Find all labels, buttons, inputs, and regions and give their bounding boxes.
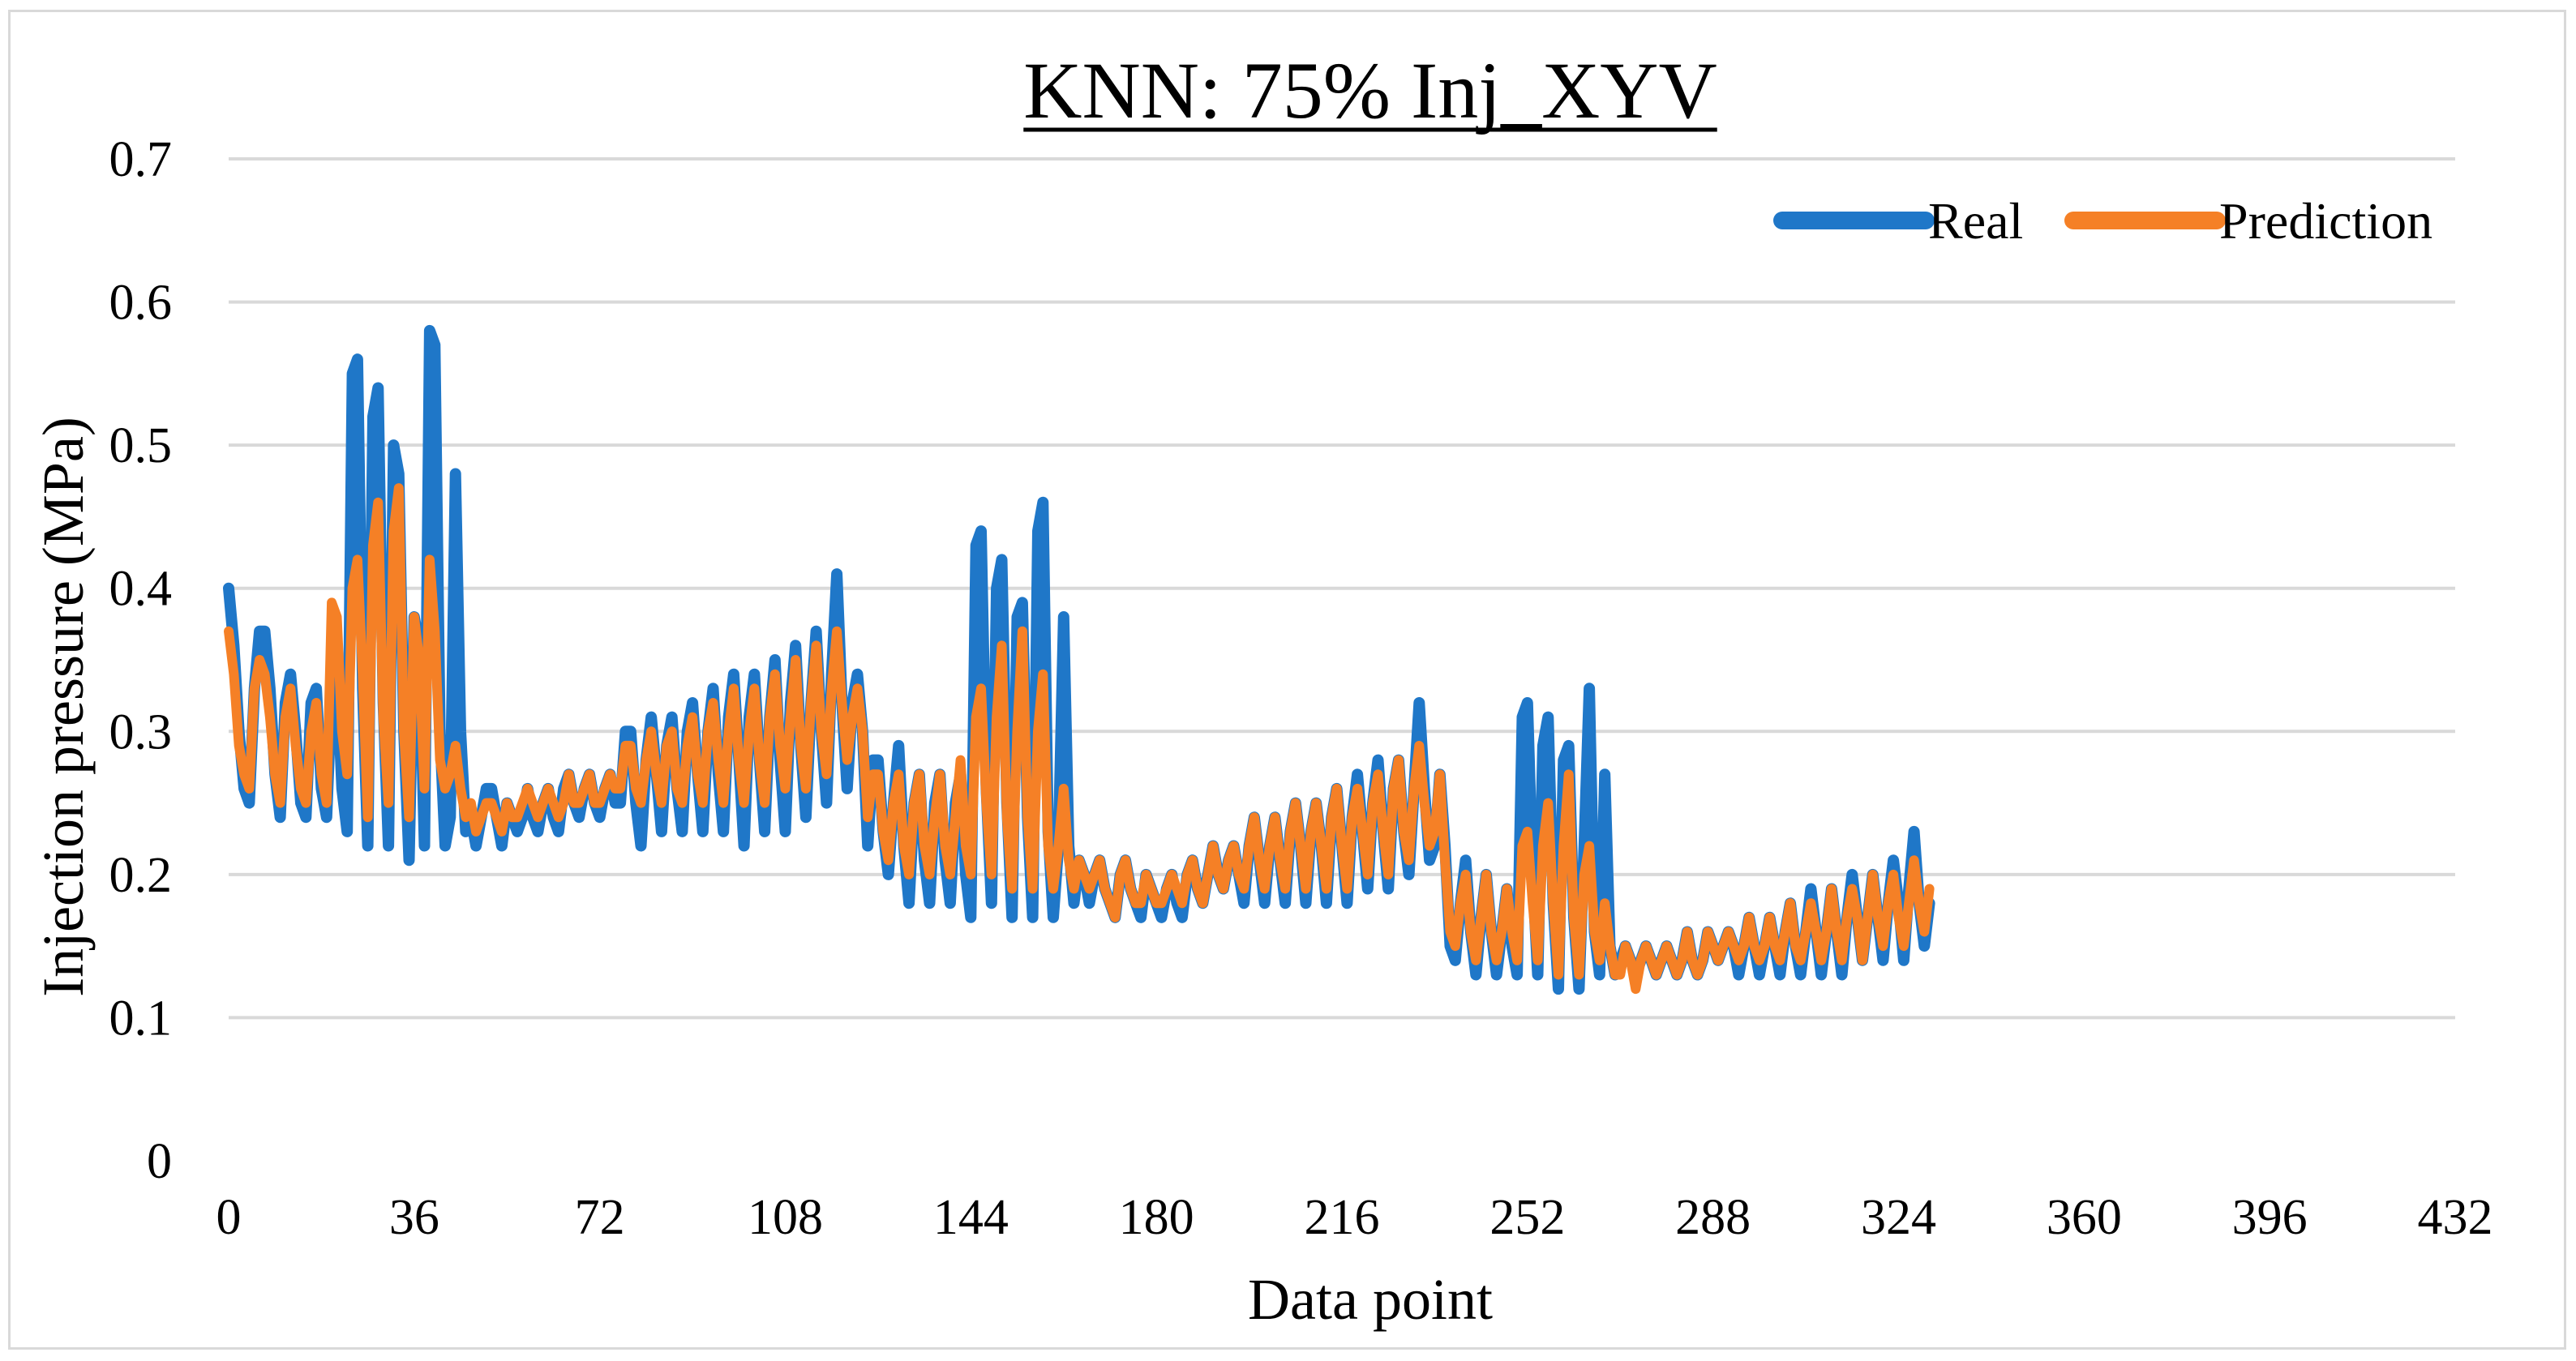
x-tick-label: 180 — [1119, 1190, 1194, 1245]
x-tick-label: 360 — [2047, 1190, 2122, 1245]
x-tick-label: 288 — [1675, 1190, 1751, 1245]
y-axis-ticks: 0 0.1 0.2 0.3 0.4 0.5 0.6 0.7 — [109, 132, 173, 1189]
series-group — [223, 324, 1935, 995]
y-tick-label: 0.4 — [109, 562, 173, 617]
y-tick-label: 0 — [147, 1134, 172, 1189]
y-tick-label: 0.6 — [109, 276, 173, 331]
x-axis-title: Data point — [1248, 1267, 1493, 1332]
x-tick-label: 72 — [575, 1190, 625, 1245]
y-tick-label: 0.7 — [109, 132, 173, 187]
series-line-prediction — [224, 483, 1935, 995]
y-axis-title: Injection pressure (MPa) — [31, 417, 96, 997]
chart-title: KNN: 75% Inj_XYV — [1023, 45, 1717, 135]
x-tick-label: 36 — [389, 1190, 439, 1245]
x-tick-label: 396 — [2232, 1190, 2308, 1245]
x-tick-label: 216 — [1305, 1190, 1380, 1245]
y-tick-label: 0.1 — [109, 991, 173, 1046]
x-tick-label: 144 — [933, 1190, 1009, 1245]
x-axis-ticks: 0 36 72 108 144 180 216 252 288 324 360 396 432 — [216, 1190, 2493, 1245]
x-tick-label: 0 — [216, 1190, 242, 1245]
y-tick-label: 0.3 — [109, 704, 173, 760]
gridlines — [229, 157, 2455, 1020]
x-tick-label: 324 — [1861, 1190, 1936, 1245]
y-tick-label: 0.2 — [109, 848, 173, 903]
legend-label-real: Real — [1928, 192, 2023, 250]
series-line-real — [223, 324, 1935, 995]
legend: Real Prediction — [1773, 192, 2432, 250]
legend-label-prediction: Prediction — [2219, 192, 2432, 250]
y-tick-label: 0.5 — [109, 418, 173, 473]
x-tick-label: 108 — [748, 1190, 823, 1245]
x-tick-label: 252 — [1489, 1190, 1565, 1245]
x-tick-label: 432 — [2418, 1190, 2493, 1245]
